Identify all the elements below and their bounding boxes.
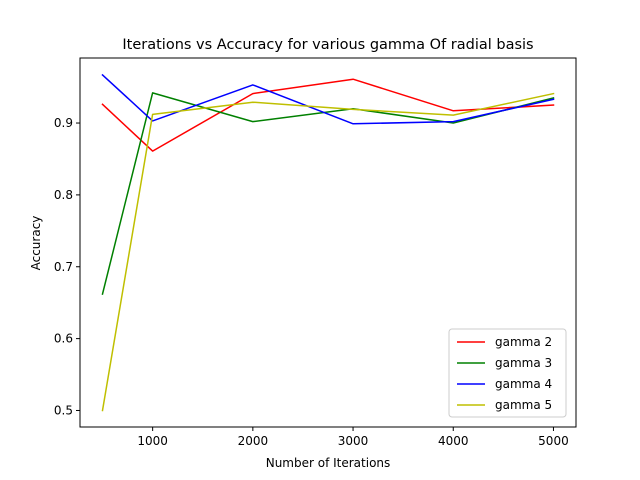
series-line-gamma-5 xyxy=(101,92,555,412)
x-axis-title: Number of Iterations xyxy=(266,456,391,470)
x-axis: 1000 2000 3000 4000 5000 xyxy=(137,427,569,448)
y-axis: 0.5 0.6 0.7 0.8 0.9 xyxy=(54,116,80,417)
x-tick-label: 1000 xyxy=(137,434,168,448)
x-tick-label: 3000 xyxy=(338,434,369,448)
legend-label: gamma 3 xyxy=(495,356,552,370)
plot-area-frame xyxy=(79,57,577,428)
y-tick-label: 0.7 xyxy=(54,260,73,274)
series-line-gamma-3 xyxy=(101,92,555,296)
chart-title: Iterations vs Accuracy for various gamma… xyxy=(122,37,533,53)
x-tick-label: 4000 xyxy=(438,434,469,448)
series-layer xyxy=(101,73,555,412)
legend-label: gamma 2 xyxy=(495,335,552,349)
legend-box xyxy=(448,328,567,418)
y-axis-title: Accuracy xyxy=(29,216,43,271)
x-tick-label: 2000 xyxy=(238,434,269,448)
legend-label: gamma 4 xyxy=(495,377,552,391)
chart-legend: gamma 2 gamma 3 gamma 4 gamma 5 xyxy=(448,328,567,418)
y-tick-label: 0.6 xyxy=(54,332,73,346)
series-line-gamma-4 xyxy=(101,73,555,125)
series-line-gamma-2 xyxy=(101,78,555,152)
y-tick-label: 0.8 xyxy=(54,188,73,202)
x-tick-label: 5000 xyxy=(538,434,569,448)
y-tick-label: 0.5 xyxy=(54,403,73,417)
y-tick-label: 0.9 xyxy=(54,116,73,130)
legend-label: gamma 5 xyxy=(495,398,552,412)
